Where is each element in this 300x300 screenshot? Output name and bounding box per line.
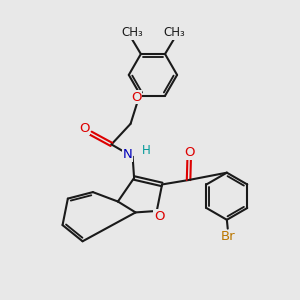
Text: N: N: [122, 148, 132, 161]
Text: O: O: [184, 146, 195, 159]
Text: H: H: [142, 144, 150, 157]
Text: O: O: [79, 122, 90, 135]
Text: O: O: [131, 91, 142, 104]
Text: CH₃: CH₃: [163, 26, 185, 39]
Text: O: O: [154, 210, 164, 223]
Text: CH₃: CH₃: [121, 26, 143, 39]
Text: Br: Br: [220, 230, 235, 243]
